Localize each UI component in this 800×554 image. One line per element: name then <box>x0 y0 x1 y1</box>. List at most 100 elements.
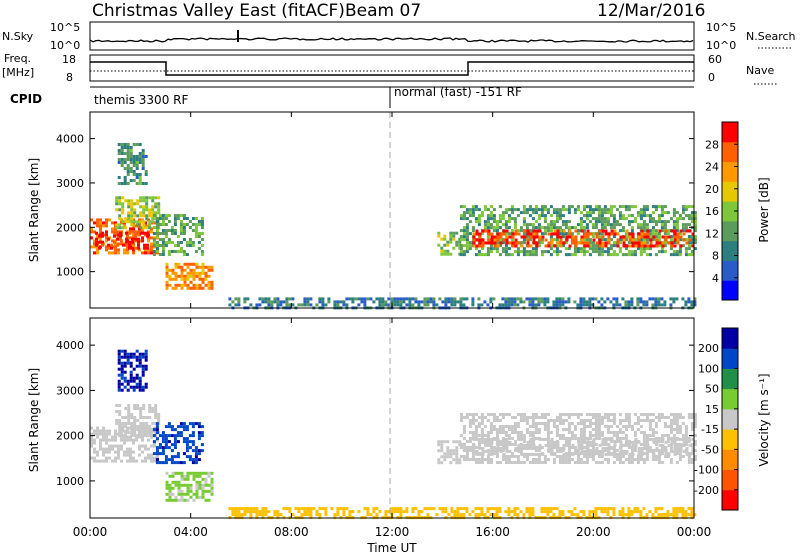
heatmap-cell <box>639 413 643 416</box>
heatmap-cell <box>450 297 454 301</box>
heatmap-cell <box>142 214 146 218</box>
heatmap-cell <box>592 449 596 453</box>
heatmap-cell <box>474 428 478 431</box>
heatmap-cell <box>678 416 682 419</box>
heatmap-cell <box>126 426 129 430</box>
heatmap-cell <box>571 241 575 245</box>
heatmap-cell <box>676 449 680 453</box>
heatmap-cell <box>108 444 111 448</box>
heatmap-cell <box>583 440 587 444</box>
heatmap-cell <box>336 507 340 511</box>
heatmap-cell <box>555 247 559 251</box>
heatmap-cell <box>155 452 159 456</box>
heatmap-cell <box>142 226 146 230</box>
heatmap-cell <box>537 223 541 227</box>
heatmap-cell <box>604 446 608 450</box>
heatmap-cell <box>637 235 641 239</box>
heatmap-cell <box>531 434 535 437</box>
heatmap-cell <box>148 196 152 200</box>
heatmap-cell <box>499 449 503 453</box>
heatmap-cell <box>127 407 131 410</box>
heatmap-cell <box>543 229 547 233</box>
heatmap-cell <box>537 214 541 218</box>
heatmap-cell <box>198 471 202 475</box>
heatmap-cell <box>95 231 98 235</box>
heatmap-cell <box>540 446 544 449</box>
heatmap-cell <box>426 303 430 307</box>
heatmap-cell <box>486 208 490 212</box>
heatmap-cell <box>144 182 148 185</box>
heatmap-cell <box>141 352 145 356</box>
heatmap-cell <box>174 274 178 278</box>
heatmap-cell <box>481 229 485 233</box>
beam-label: Beam 07 <box>345 1 421 21</box>
heatmap-cell <box>197 434 201 438</box>
heatmap-cell <box>477 416 481 419</box>
heatmap-cell <box>468 244 472 248</box>
heatmap-cell <box>480 431 484 434</box>
heatmap-cell <box>462 217 466 221</box>
heatmap-cell <box>507 297 511 301</box>
heatmap-cell <box>186 474 190 478</box>
heatmap-cell <box>145 431 149 434</box>
heatmap-cell <box>636 297 640 301</box>
heatmap-cell <box>189 483 193 487</box>
heatmap-cell <box>501 428 505 431</box>
heatmap-cell <box>164 214 168 217</box>
heatmap-cell <box>637 241 641 245</box>
heatmap-cell <box>147 218 150 222</box>
heatmap-cell <box>477 425 481 428</box>
heatmap-cell <box>480 253 484 257</box>
heatmap-cell <box>120 459 123 463</box>
heatmap-cell <box>693 413 697 416</box>
heatmap-cell <box>192 474 196 478</box>
heatmap-cell <box>231 513 235 517</box>
heatmap-cell <box>138 358 142 362</box>
heatmap-cell <box>405 507 409 511</box>
heatmap-cell <box>609 413 613 416</box>
heatmap-cell <box>564 220 568 224</box>
heatmap-cell <box>537 297 541 301</box>
heatmap-cell <box>261 300 265 304</box>
heatmap-cell <box>654 507 658 511</box>
heatmap-cell <box>437 231 441 235</box>
heatmap-cell <box>157 205 161 209</box>
heatmap-cell <box>534 253 538 257</box>
heatmap-cell <box>462 303 466 307</box>
heatmap-cell <box>652 235 656 239</box>
heatmap-cell <box>496 437 500 441</box>
heatmap-cell <box>519 510 523 514</box>
heatmap-cell <box>135 161 139 164</box>
heatmap-cell <box>508 440 512 444</box>
heatmap-cell <box>471 413 475 416</box>
heatmap-cell <box>197 437 201 441</box>
heatmap-cell <box>474 507 478 511</box>
heatmap-cell <box>148 211 152 215</box>
heatmap-cell <box>616 238 620 242</box>
heatmap-cell <box>585 458 589 461</box>
heatmap-cell <box>489 247 493 251</box>
heatmap-cell <box>201 268 205 272</box>
heatmap-cell <box>591 241 595 245</box>
heatmap-cell <box>174 262 178 266</box>
heatmap-cell <box>561 214 565 218</box>
heatmap-cell <box>459 235 463 239</box>
heatmap-cell <box>640 452 644 456</box>
heatmap-cell <box>115 410 119 413</box>
heatmap-cell <box>496 446 500 450</box>
heatmap-cell <box>580 235 584 239</box>
heatmap-cell <box>475 238 479 242</box>
heatmap-cell <box>137 246 140 250</box>
heatmap-cell <box>619 452 623 456</box>
heatmap-cell <box>188 446 192 450</box>
heatmap-cell <box>621 455 625 458</box>
heatmap-cell <box>631 241 635 245</box>
heatmap-cell <box>115 226 119 230</box>
heatmap-cell <box>594 220 598 224</box>
heatmap-cell <box>612 226 616 230</box>
heatmap-cell <box>676 232 680 236</box>
heatmap-cell <box>502 229 506 233</box>
heatmap-cell <box>141 385 145 389</box>
heatmap-cell <box>664 229 668 233</box>
heatmap-cell <box>669 413 673 416</box>
